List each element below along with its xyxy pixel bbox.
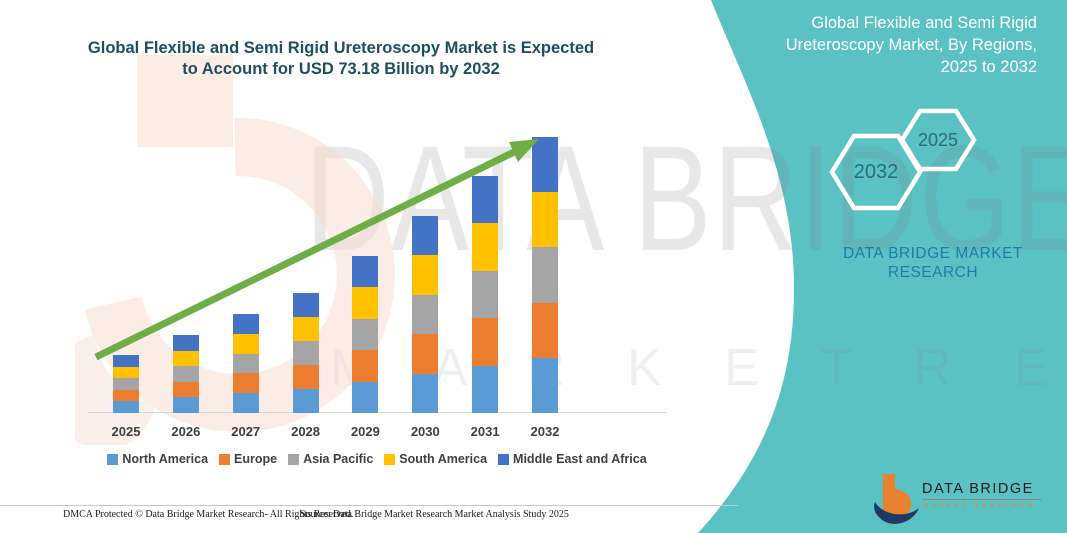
page-title-line2: to Account for USD 73.18 Billion by 2032 [182, 60, 500, 78]
bar-segment-south-america [412, 255, 439, 295]
bar-segment-europe [172, 381, 199, 398]
legend-item-middle-east-and-africa: Middle East and Africa [498, 452, 647, 466]
logo-subtitle: MARKET RESEARCH [923, 502, 1036, 509]
footer-source: Source: Data Bridge Market Research Mark… [300, 509, 569, 520]
bar-segment-europe [531, 302, 558, 358]
bar-segment-south-america [531, 192, 558, 248]
x-tick-2029: 2029 [350, 424, 380, 439]
bar-segment-asia-pacific [412, 294, 439, 335]
bar-segment-south-america [232, 333, 259, 354]
footer-copyright: DMCA Protected © Data Bridge Market Rese… [63, 509, 354, 520]
bar-segment-middle-east-and-africa [172, 334, 199, 351]
legend-swatch-icon [219, 453, 231, 465]
bar-2026 [172, 334, 199, 413]
x-tick-2032: 2032 [530, 424, 560, 439]
legend-label: Middle East and Africa [513, 452, 647, 466]
bar-segment-north-america [172, 397, 199, 413]
side-title-line3: 2025 to 2032 [940, 58, 1037, 76]
page-title: Global Flexible and Semi Rigid Ureterosc… [60, 38, 622, 80]
x-tick-2028: 2028 [291, 424, 321, 439]
bar-segment-middle-east-and-africa [412, 216, 439, 256]
bar-2032 [531, 136, 558, 413]
legend-swatch-icon [288, 453, 300, 465]
bar-segment-north-america [472, 365, 499, 413]
legend-swatch-icon [384, 453, 396, 465]
legend-item-north-america: North America [107, 452, 208, 466]
bar-segment-north-america [352, 381, 379, 413]
legend-item-europe: Europe [219, 452, 277, 466]
legend-swatch-icon [107, 453, 119, 465]
bar-2027 [232, 314, 259, 413]
bar-segment-south-america [172, 350, 199, 367]
bar-segment-europe [412, 334, 439, 374]
legend-item-south-america: South America [384, 452, 487, 466]
hexagon-decoration-icon [829, 108, 977, 211]
bar-segment-asia-pacific [113, 378, 139, 390]
bar-segment-north-america [531, 357, 558, 413]
side-title-line2: Ureteroscopy Market, By Regions, [785, 36, 1037, 54]
bar-segment-north-america [292, 389, 319, 413]
bar-2028 [292, 293, 319, 413]
bar-segment-middle-east-and-africa [232, 314, 259, 334]
bar-segment-asia-pacific [232, 353, 259, 374]
bar-segment-middle-east-and-africa [292, 293, 319, 318]
bar-segment-north-america [113, 401, 139, 413]
bar-segment-europe [113, 389, 139, 402]
bar-segment-south-america [292, 317, 319, 342]
chart-legend: North America Europe Asia Pacific South Ame… [70, 452, 684, 466]
bar-segment-asia-pacific [352, 318, 379, 351]
bar-segment-asia-pacific [172, 366, 199, 382]
bar-2031 [472, 176, 499, 413]
x-tick-2026: 2026 [171, 424, 201, 439]
bar-segment-asia-pacific [531, 247, 558, 303]
bar-segment-asia-pacific [292, 341, 319, 366]
bar-segment-south-america [472, 223, 499, 271]
bar-segment-south-america [352, 287, 379, 319]
brand-name-text: DATA BRIDGE MARKET RESEARCH [843, 245, 1023, 281]
x-tick-2027: 2027 [231, 424, 261, 439]
footer-divider [0, 505, 738, 506]
bar-segment-middle-east-and-africa [352, 256, 379, 288]
bar-segment-middle-east-and-africa [472, 176, 499, 224]
bar-segment-north-america [232, 393, 259, 413]
x-tick-2025: 2025 [111, 424, 141, 439]
hexagon-year-2032: 2032 [853, 161, 899, 183]
legend-label: North America [122, 452, 209, 466]
bar-segment-north-america [412, 373, 439, 413]
legend-swatch-icon [498, 453, 510, 465]
teal-panel-shape [698, 0, 1067, 533]
legend-label: Asia Pacific [303, 452, 374, 466]
bar-2029 [352, 256, 379, 413]
databridge-logo-icon [874, 474, 919, 524]
side-title-line1: Global Flexible and Semi Rigid [811, 14, 1037, 32]
bar-segment-europe [472, 318, 499, 366]
bar-segment-middle-east-and-africa [113, 354, 139, 367]
bar-segment-south-america [113, 366, 139, 379]
bar-segment-middle-east-and-africa [531, 136, 558, 193]
x-tick-2030: 2030 [410, 424, 440, 439]
bar-segment-europe [352, 350, 379, 382]
bar-segment-europe [292, 365, 319, 389]
page-title-line1: Global Flexible and Semi Rigid Ureterosc… [87, 39, 595, 57]
bar-segment-europe [232, 373, 259, 394]
legend-label: Europe [234, 452, 278, 466]
legend-item-asia-pacific: Asia Pacific [288, 452, 373, 466]
bar-2030 [412, 216, 439, 413]
bar-segment-asia-pacific [472, 270, 499, 319]
hexagon-year-2025: 2025 [917, 130, 959, 150]
x-tick-2031: 2031 [470, 424, 500, 439]
legend-label: South America [399, 452, 488, 466]
logo-wordmark: DATA BRIDGE [922, 481, 1042, 500]
bar-2025 [113, 354, 139, 413]
side-panel-title: Global Flexible and Semi Rigid Ureterosc… [737, 12, 1037, 78]
